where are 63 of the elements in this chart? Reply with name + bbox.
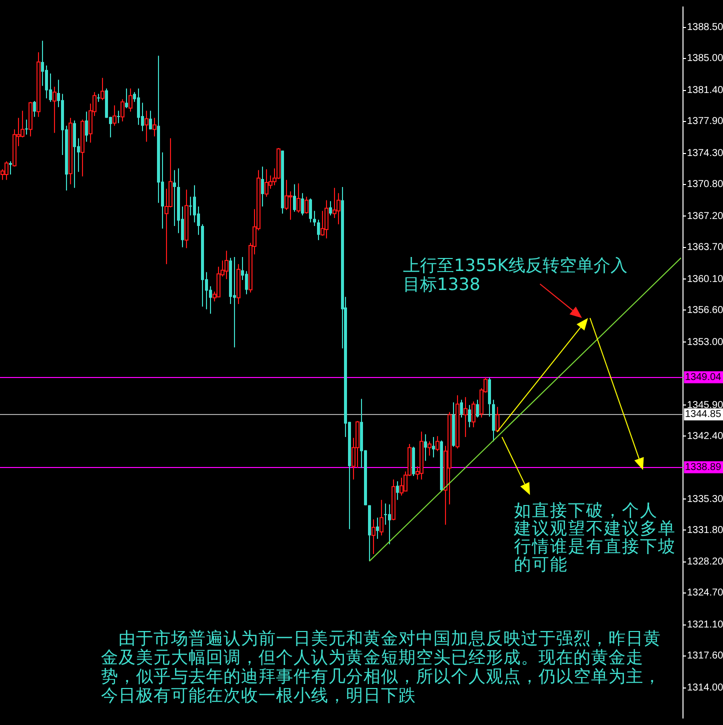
candlestick (384, 502, 387, 526)
candlestick (125, 88, 128, 109)
y-tick-label: 1356.60 (687, 304, 723, 316)
y-tick-label: 1353.00 (687, 336, 723, 348)
y-tick-label: 1388.50 (687, 22, 723, 34)
candlestick (189, 196, 192, 216)
y-tick-label: 1374.30 (687, 148, 723, 160)
candlestick (173, 170, 176, 226)
candlestick (193, 184, 196, 223)
y-tick-label: 1317.60 (687, 650, 723, 662)
candlestick (149, 110, 152, 130)
candlestick (301, 192, 304, 216)
candlestick (388, 504, 391, 545)
y-tick-label: 1377.90 (687, 116, 723, 128)
candlestick (137, 88, 140, 126)
annotation: 的可能 (514, 555, 568, 575)
candlestick (73, 120, 76, 188)
candlestick (309, 198, 312, 223)
y-tick-label: 1328.20 (687, 556, 723, 568)
y-tick-label: 1381.40 (687, 85, 723, 96)
candlestick (41, 40, 44, 86)
ref-line-label: 1338.89 (685, 462, 722, 473)
candlestick (45, 65, 48, 99)
y-tick-label: 1321.10 (687, 620, 723, 631)
y-tick-label: 1370.80 (687, 179, 723, 190)
annotation: 上行至1355K线反转空单介入 (403, 256, 628, 276)
ref-line-label: 1344.85 (685, 409, 722, 420)
candlestick (329, 200, 332, 216)
annotation: 行情谁是有直接下坡 (514, 537, 676, 557)
candlestick (117, 110, 120, 124)
candlestick (376, 517, 379, 540)
y-tick-label: 1363.70 (687, 242, 723, 253)
y-tick-label: 1367.20 (687, 210, 723, 222)
candlestick (33, 100, 36, 118)
candlestick (432, 436, 435, 458)
y-tick-label: 1335.30 (687, 494, 723, 505)
annotation: 由于市场普遍认为前一日美元和黄金对中国加息反映过于强烈，昨日黄金及美元大幅回调，但个人认为黄金短期空头已经形成。现在的黄金走势，似乎与去年的迪拜事件有几分相似，所以个人观点，仍以空单为主，今日极有可能在次收一根小线，明日下跌 (101, 629, 662, 706)
ref-line-label: 1349.04 (685, 372, 722, 383)
y-tick-label: 1385.00 (687, 53, 723, 64)
annotation: 目标1338 (403, 275, 480, 295)
candlestick (85, 111, 88, 142)
candlestick (424, 434, 427, 462)
candlestick (293, 184, 296, 212)
y-tick-label: 1314.00 (687, 682, 723, 694)
candlestick (313, 210, 316, 226)
y-tick-label: 1342.40 (687, 430, 723, 442)
candlestick (233, 256, 236, 348)
candlestick (261, 166, 264, 207)
candlestick (476, 399, 479, 418)
candlestick (25, 119, 28, 136)
y-tick-label: 1345.90 (687, 400, 723, 411)
candlestick (460, 399, 463, 418)
candlestick (396, 480, 399, 500)
annotation: 建议观望不建议多单 (514, 519, 676, 539)
y-tick-label: 1324.70 (687, 588, 723, 599)
candlestick (9, 160, 12, 176)
annotation: 如直接下破，个人 (514, 501, 658, 521)
y-tick-label: 1360.10 (687, 274, 723, 285)
candlestick (317, 219, 320, 241)
candlestick (468, 404, 471, 428)
candlestick (49, 72, 52, 102)
y-tick-label: 1331.80 (687, 524, 723, 536)
candlestick (245, 270, 248, 295)
